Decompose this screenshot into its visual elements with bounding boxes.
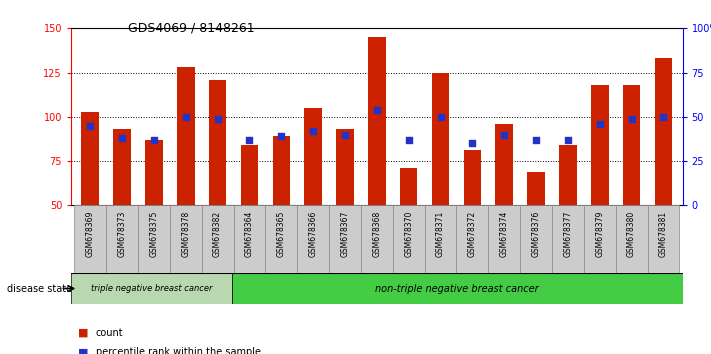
Bar bbox=[368, 37, 385, 205]
Point bbox=[626, 116, 637, 121]
Bar bbox=[106, 205, 138, 276]
Text: GSM678374: GSM678374 bbox=[500, 211, 508, 257]
Text: GSM678370: GSM678370 bbox=[404, 211, 413, 257]
Bar bbox=[361, 205, 392, 276]
Point bbox=[530, 137, 542, 143]
Text: GSM678366: GSM678366 bbox=[309, 211, 318, 257]
Text: count: count bbox=[96, 328, 124, 338]
Bar bbox=[241, 145, 258, 205]
Bar bbox=[584, 205, 616, 276]
Bar bbox=[304, 108, 322, 205]
Text: GSM678379: GSM678379 bbox=[595, 211, 604, 257]
Bar bbox=[456, 205, 488, 276]
Point bbox=[498, 132, 510, 137]
Bar bbox=[520, 205, 552, 276]
Point bbox=[403, 137, 415, 143]
Point bbox=[307, 128, 319, 134]
Point bbox=[658, 114, 669, 120]
Bar bbox=[145, 140, 163, 205]
Bar bbox=[265, 205, 297, 276]
Text: triple negative breast cancer: triple negative breast cancer bbox=[91, 284, 213, 293]
Bar bbox=[138, 205, 170, 276]
Point bbox=[276, 133, 287, 139]
Text: GSM678365: GSM678365 bbox=[277, 211, 286, 257]
Text: GSM678376: GSM678376 bbox=[532, 211, 540, 257]
Text: GSM678369: GSM678369 bbox=[86, 211, 95, 257]
Text: GSM678367: GSM678367 bbox=[341, 211, 350, 257]
Bar bbox=[392, 205, 424, 276]
Text: GSM678368: GSM678368 bbox=[373, 211, 381, 257]
Text: GDS4069 / 8148261: GDS4069 / 8148261 bbox=[128, 21, 255, 34]
Bar bbox=[400, 168, 417, 205]
Bar bbox=[464, 150, 481, 205]
Bar bbox=[432, 73, 449, 205]
Point bbox=[435, 114, 447, 120]
Bar bbox=[113, 129, 131, 205]
Bar bbox=[202, 205, 233, 276]
Text: GSM678378: GSM678378 bbox=[181, 211, 191, 257]
Point bbox=[148, 137, 159, 143]
Bar bbox=[71, 273, 232, 304]
Bar bbox=[616, 205, 648, 276]
Bar bbox=[82, 112, 99, 205]
Text: ■: ■ bbox=[78, 328, 89, 338]
Bar bbox=[424, 205, 456, 276]
Bar bbox=[336, 129, 354, 205]
Bar bbox=[528, 172, 545, 205]
Bar bbox=[591, 85, 609, 205]
Text: disease state: disease state bbox=[7, 284, 73, 293]
Text: GSM678375: GSM678375 bbox=[149, 211, 159, 257]
Text: ■: ■ bbox=[78, 347, 89, 354]
Bar bbox=[74, 205, 106, 276]
Text: GSM678371: GSM678371 bbox=[436, 211, 445, 257]
Bar bbox=[329, 205, 361, 276]
Bar bbox=[209, 80, 226, 205]
Text: GSM678380: GSM678380 bbox=[627, 211, 636, 257]
Point bbox=[594, 121, 606, 127]
Bar bbox=[488, 205, 520, 276]
Text: GSM678382: GSM678382 bbox=[213, 211, 222, 257]
Point bbox=[244, 137, 255, 143]
Bar bbox=[272, 136, 290, 205]
Bar bbox=[655, 58, 672, 205]
Bar bbox=[232, 273, 683, 304]
Text: GSM678364: GSM678364 bbox=[245, 211, 254, 257]
Point bbox=[85, 123, 96, 129]
Point bbox=[117, 135, 128, 141]
Bar bbox=[559, 145, 577, 205]
Point bbox=[180, 114, 191, 120]
Text: GSM678373: GSM678373 bbox=[117, 211, 127, 257]
Bar bbox=[297, 205, 329, 276]
Text: GSM678377: GSM678377 bbox=[563, 211, 572, 257]
Bar bbox=[552, 205, 584, 276]
Point bbox=[212, 116, 223, 121]
Point bbox=[466, 141, 478, 146]
Bar bbox=[496, 124, 513, 205]
Bar bbox=[233, 205, 265, 276]
Bar bbox=[648, 205, 680, 276]
Text: GSM678372: GSM678372 bbox=[468, 211, 477, 257]
Point bbox=[339, 132, 351, 137]
Point bbox=[562, 137, 574, 143]
Text: GSM678381: GSM678381 bbox=[659, 211, 668, 257]
Bar bbox=[170, 205, 202, 276]
Bar bbox=[177, 67, 195, 205]
Bar bbox=[623, 85, 641, 205]
Point bbox=[371, 107, 383, 113]
Text: percentile rank within the sample: percentile rank within the sample bbox=[96, 347, 261, 354]
Text: non-triple negative breast cancer: non-triple negative breast cancer bbox=[375, 284, 539, 293]
